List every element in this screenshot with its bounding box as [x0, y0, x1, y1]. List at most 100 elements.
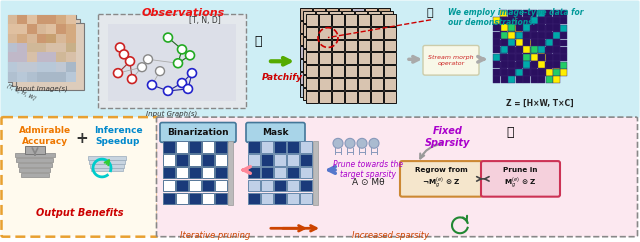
Bar	[319, 91, 331, 103]
Bar	[313, 34, 325, 45]
Bar	[37, 62, 47, 72]
Bar	[88, 156, 126, 160]
Bar	[274, 141, 285, 153]
Text: Increased sparsity: Increased sparsity	[351, 231, 429, 240]
Bar	[176, 193, 188, 204]
Bar	[384, 52, 396, 64]
Bar	[16, 23, 84, 90]
Bar	[332, 65, 344, 77]
Bar	[332, 91, 344, 103]
Bar	[342, 88, 354, 100]
Bar	[319, 27, 331, 38]
Bar	[17, 15, 27, 25]
Bar	[355, 37, 367, 48]
Bar	[523, 61, 530, 68]
Text: Observations: Observations	[141, 8, 225, 18]
Bar	[515, 54, 522, 61]
Bar	[378, 21, 390, 33]
Bar	[493, 17, 500, 24]
Bar	[378, 59, 390, 71]
Bar	[552, 25, 559, 32]
Bar	[368, 75, 380, 87]
Bar	[515, 17, 522, 24]
Bar	[545, 10, 552, 17]
Bar	[202, 167, 214, 178]
Bar	[274, 167, 285, 178]
Bar	[538, 32, 545, 38]
Bar	[202, 180, 214, 191]
Bar	[560, 10, 567, 17]
Bar	[37, 44, 47, 53]
Bar	[352, 85, 364, 97]
Bar	[27, 62, 37, 72]
Bar	[202, 154, 214, 166]
Text: Regrow from
¬M$_g^{(e)}$ ⊙ Z: Regrow from ¬M$_g^{(e)}$ ⊙ Z	[415, 167, 467, 190]
Bar	[493, 24, 500, 31]
Circle shape	[369, 138, 379, 148]
Text: [T, C, H, W]: [T, C, H, W]	[6, 83, 36, 101]
Bar	[500, 25, 507, 32]
Bar	[378, 85, 390, 97]
Bar	[306, 14, 318, 26]
Bar	[530, 25, 537, 32]
Bar	[8, 15, 76, 82]
Bar	[522, 62, 529, 69]
Bar	[384, 65, 396, 77]
Bar	[66, 44, 76, 53]
Bar	[530, 10, 537, 17]
Bar	[46, 44, 56, 53]
Bar	[248, 154, 259, 166]
Bar	[515, 46, 522, 53]
Bar	[381, 75, 393, 87]
Bar	[66, 34, 76, 44]
Circle shape	[127, 75, 136, 83]
Bar	[552, 17, 559, 24]
Bar	[493, 46, 500, 53]
Bar	[287, 167, 298, 178]
Bar	[300, 85, 312, 97]
Bar	[515, 76, 522, 83]
Bar	[215, 180, 227, 191]
Bar	[531, 32, 538, 38]
FancyBboxPatch shape	[98, 14, 246, 108]
Bar	[545, 69, 552, 76]
Bar	[163, 180, 175, 191]
Bar	[326, 46, 338, 58]
Bar	[515, 25, 522, 32]
Bar	[358, 14, 370, 26]
Bar	[545, 25, 552, 32]
Bar	[531, 39, 538, 46]
Bar	[500, 61, 508, 68]
Bar	[545, 46, 552, 53]
Bar	[306, 65, 318, 77]
Bar	[300, 154, 312, 166]
Bar	[248, 180, 259, 191]
Bar	[523, 17, 530, 24]
Bar	[37, 34, 47, 44]
Bar	[248, 193, 259, 204]
Bar	[355, 24, 367, 36]
Bar	[326, 59, 338, 71]
Bar	[352, 46, 364, 58]
Bar	[560, 25, 567, 32]
Bar	[56, 62, 66, 72]
Circle shape	[186, 51, 195, 60]
Circle shape	[163, 86, 173, 95]
Circle shape	[333, 138, 343, 148]
Bar	[500, 39, 507, 46]
Bar	[500, 17, 507, 24]
Bar	[552, 10, 559, 17]
Bar	[508, 17, 515, 24]
Bar	[274, 180, 285, 191]
Circle shape	[188, 69, 196, 78]
Bar	[381, 11, 393, 23]
Bar	[552, 47, 559, 54]
Bar	[303, 62, 315, 74]
Bar	[46, 62, 56, 72]
Bar	[538, 10, 545, 17]
Bar	[8, 72, 18, 82]
Bar	[313, 21, 325, 33]
Bar	[522, 32, 529, 39]
Bar	[530, 32, 537, 39]
Circle shape	[173, 59, 182, 68]
